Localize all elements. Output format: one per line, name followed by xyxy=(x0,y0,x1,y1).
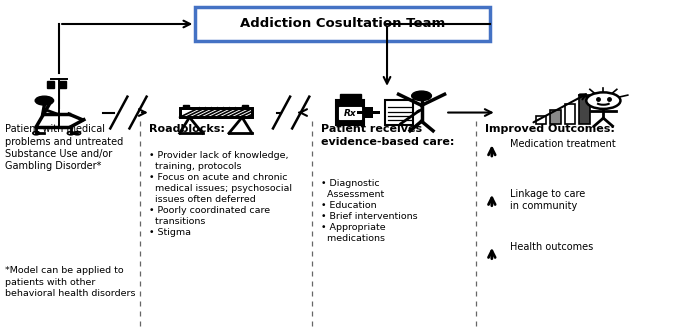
Circle shape xyxy=(74,132,81,135)
Text: Patient receives
evidence-based care:: Patient receives evidence-based care: xyxy=(321,124,454,147)
Bar xyxy=(340,94,360,100)
Bar xyxy=(242,106,249,108)
Text: Addiction Cosultation Team: Addiction Cosultation Team xyxy=(240,18,445,30)
Bar xyxy=(551,110,561,124)
Circle shape xyxy=(33,132,40,135)
Bar xyxy=(58,81,66,88)
Text: Improved Outcomes:: Improved Outcomes: xyxy=(485,124,615,134)
Bar xyxy=(536,116,547,124)
Text: Rx: Rx xyxy=(344,109,356,118)
Circle shape xyxy=(412,91,432,101)
Text: *Model can be applied to
patients with other
behavioral health disorders: *Model can be applied to patients with o… xyxy=(5,266,136,298)
Text: Roadblocks:: Roadblocks: xyxy=(149,124,225,134)
Bar xyxy=(358,111,380,115)
Bar xyxy=(580,95,590,124)
Bar xyxy=(365,107,373,118)
Text: • Provider lack of knowledge,
  training, protocols
• Focus on acute and chronic: • Provider lack of knowledge, training, … xyxy=(149,151,292,237)
Circle shape xyxy=(67,132,74,135)
Bar xyxy=(565,104,575,124)
Text: Patient with medical
problems and untreated
Substance Use and/or
Gambling Disord: Patient with medical problems and untrea… xyxy=(5,124,124,171)
Text: Linkage to care
in community: Linkage to care in community xyxy=(510,189,586,211)
Bar xyxy=(336,100,364,125)
Text: • Diagnostic
  Assessment
• Education
• Brief interventions
• Appropriate
  medi: • Diagnostic Assessment • Education • Br… xyxy=(321,179,417,243)
Bar xyxy=(179,108,252,117)
Bar xyxy=(195,7,490,41)
Bar xyxy=(338,108,362,119)
Text: Health outcomes: Health outcomes xyxy=(510,242,594,252)
Text: Medication treatment: Medication treatment xyxy=(510,139,616,149)
Bar xyxy=(183,106,189,108)
Bar xyxy=(386,100,413,125)
Circle shape xyxy=(586,92,621,109)
Bar xyxy=(179,108,252,117)
Circle shape xyxy=(35,96,53,105)
Bar xyxy=(47,81,54,88)
